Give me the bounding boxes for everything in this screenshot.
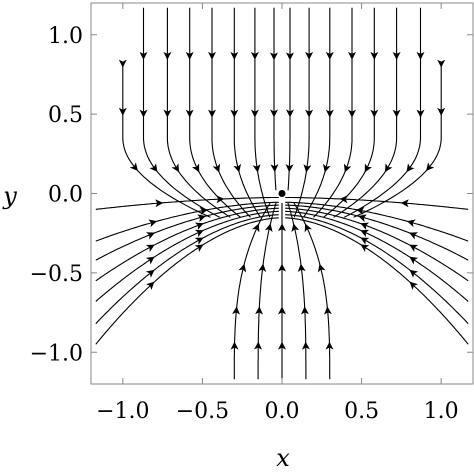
y-tick-label: 0.0 [48, 183, 83, 208]
x-tick-label: 1.0 [424, 399, 459, 424]
streamline [211, 7, 251, 218]
x-axis-ticks: −1.0 −0.5 0.0 0.5 1.0 [96, 3, 459, 424]
streamline [257, 202, 277, 380]
streamline [233, 202, 271, 380]
streamline [285, 201, 469, 242]
y-tick-label: 1.0 [48, 24, 83, 49]
y-axis-ticks: −1.0 −0.5 0.0 0.5 1.0 [30, 24, 473, 366]
streamline [95, 201, 279, 242]
x-tick-label: 0.5 [344, 399, 379, 424]
streamline [273, 7, 277, 191]
streamline [285, 196, 469, 210]
streamline [323, 7, 375, 218]
x-tick-label: −1.0 [96, 399, 149, 424]
fixed-point-marker [278, 190, 286, 197]
streamline [189, 7, 241, 218]
streamline [95, 210, 279, 302]
streamline [285, 207, 469, 282]
streamline [287, 7, 291, 191]
streamline [122, 63, 211, 218]
y-tick-label: −1.0 [30, 341, 83, 366]
streamline [287, 202, 307, 380]
streamline [233, 7, 261, 218]
streamline [333, 7, 398, 218]
streamline [95, 196, 279, 210]
y-tick-label: −0.5 [30, 262, 83, 287]
streamline [95, 217, 279, 345]
y-tick-label: 0.5 [48, 103, 83, 128]
y-axis-label: y [2, 182, 17, 210]
streamline [166, 7, 231, 218]
x-axis-label: x [276, 444, 290, 472]
streamline [285, 210, 469, 302]
streamline [95, 204, 279, 261]
x-tick-label: −0.5 [176, 399, 229, 424]
streamline [293, 7, 310, 218]
x-tick-label: 0.0 [265, 399, 300, 424]
streamline [95, 214, 279, 325]
streamline [95, 207, 279, 282]
streamline [254, 7, 271, 218]
streamline [313, 7, 353, 218]
streamline [293, 202, 331, 380]
streamline [303, 7, 331, 218]
streamline [353, 63, 442, 218]
streamline [285, 204, 469, 261]
streamline [285, 217, 469, 345]
streamline [285, 214, 469, 325]
